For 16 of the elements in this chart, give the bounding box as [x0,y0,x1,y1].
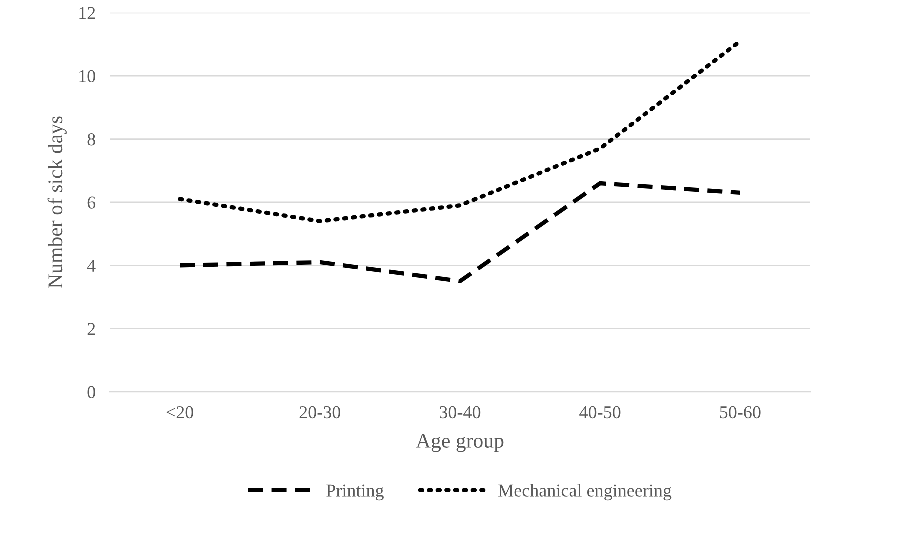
x-tick-label: 40-50 [580,406,621,419]
legend-label: Mechanical engineering [498,484,672,501]
x-axis-title: Age group [416,434,504,452]
y-tick-label: 0 [88,386,96,398]
legend-label: Printing [326,484,384,501]
y-tick-label: 4 [87,260,96,272]
y-tick-label: 10 [80,70,96,83]
x-tick-label: 50-60 [720,406,761,419]
y-tick-label: 12 [80,7,96,20]
x-tick-label: 20-30 [300,406,341,419]
y-tick-label: 2 [88,323,96,336]
y-tick-label: 8 [88,134,96,146]
y-tick-label: 6 [88,196,96,209]
y-axis-title: Number of sick days [48,116,67,288]
x-tick-label: 30-40 [440,406,481,419]
x-tick-label: <20 [166,406,194,419]
